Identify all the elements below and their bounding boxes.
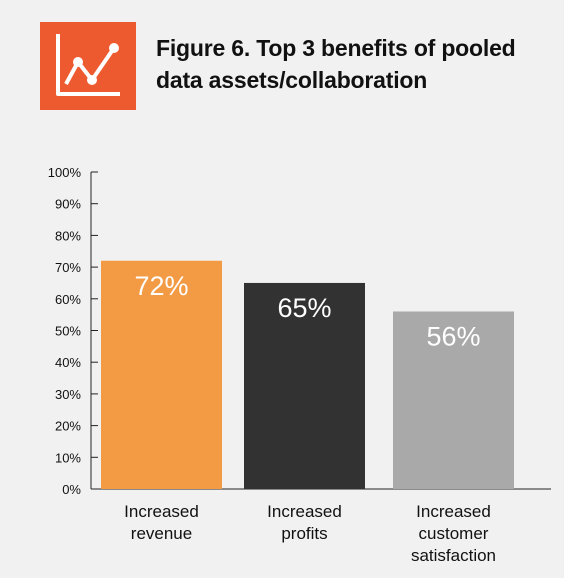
category-label-line: revenue [131, 524, 192, 543]
category-label-line: profits [281, 524, 327, 543]
category-label-line: Increased [267, 502, 342, 521]
y-tick-label: 10% [55, 450, 81, 465]
y-tick-label: 40% [55, 355, 81, 370]
bar [393, 311, 514, 489]
bar-data-label: 56% [426, 321, 480, 351]
bar-data-label: 72% [134, 271, 188, 301]
y-tick-label: 30% [55, 387, 81, 402]
figure-title: Figure 6. Top 3 benefits of pooled data … [156, 35, 516, 93]
category-label: Increased profits [267, 502, 342, 543]
y-tick-label: 100% [48, 165, 82, 180]
category-label: Increased revenue [124, 502, 199, 543]
bar [244, 282, 365, 489]
category-label: Increased customer satisfaction [411, 502, 496, 565]
y-tick-label: 70% [55, 260, 81, 275]
bar-data-label: 65% [277, 293, 331, 323]
y-tick-label: 60% [55, 292, 81, 307]
y-tick-label: 90% [55, 197, 81, 212]
category-label-line: Increased [124, 502, 199, 521]
category-label-line: Increased [416, 502, 491, 521]
y-tick-label: 80% [55, 228, 81, 243]
y-tick-label: 0% [62, 482, 81, 497]
bar [101, 260, 222, 489]
y-tick-label: 50% [55, 324, 81, 339]
y-tick-label: 20% [55, 419, 81, 434]
category-label-line: satisfaction [411, 546, 496, 565]
line-chart-icon [40, 22, 136, 110]
category-label-line: customer [419, 524, 489, 543]
